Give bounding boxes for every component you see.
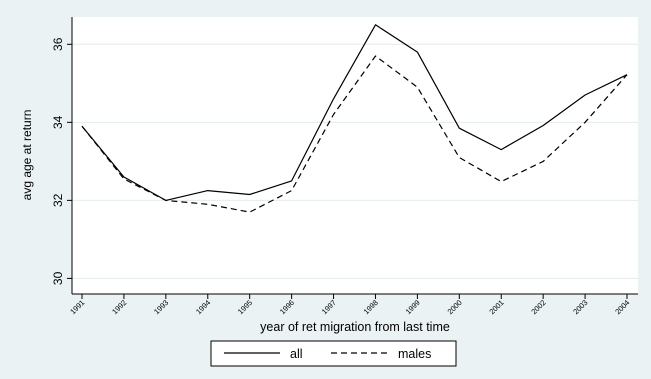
legend-label-all: all xyxy=(290,347,303,361)
legend: all males xyxy=(210,340,457,367)
y-tick-label: 36 xyxy=(51,37,65,51)
x-axis-title: year of ret migration from last time xyxy=(260,320,450,334)
y-tick-label: 34 xyxy=(51,115,65,129)
y-axis-title: avg age at return xyxy=(20,110,34,201)
series-line-all xyxy=(81,24,628,201)
y-tick-label: 30 xyxy=(51,271,65,285)
plot-area xyxy=(72,17,638,294)
legend-label-males: males xyxy=(398,347,431,361)
series-line-males xyxy=(81,55,628,213)
y-tick-label: 32 xyxy=(51,193,65,207)
series-lines xyxy=(81,24,628,213)
